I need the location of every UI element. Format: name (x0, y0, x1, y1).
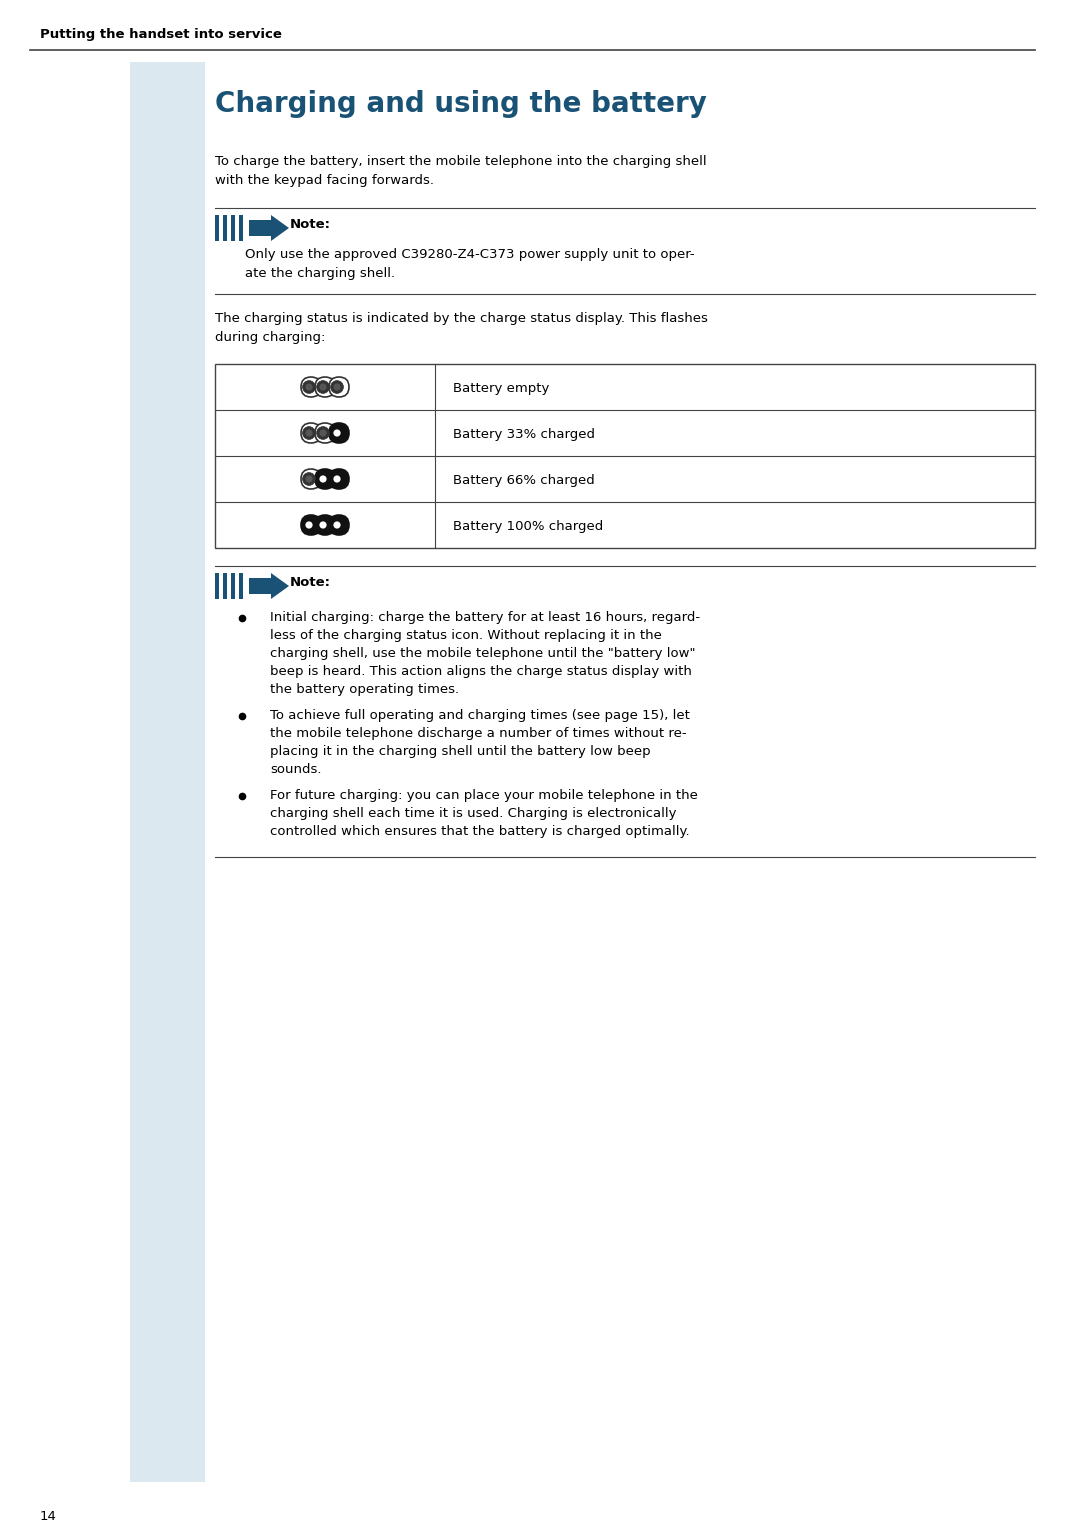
FancyBboxPatch shape (329, 469, 349, 489)
Circle shape (306, 521, 312, 529)
Bar (222, 573, 227, 599)
Circle shape (316, 518, 329, 532)
Text: Putting the handset into service: Putting the handset into service (40, 28, 282, 41)
FancyBboxPatch shape (301, 424, 321, 443)
Circle shape (320, 521, 326, 529)
Text: ate the charging shell.: ate the charging shell. (245, 268, 395, 280)
FancyBboxPatch shape (329, 424, 349, 443)
FancyBboxPatch shape (329, 515, 349, 535)
Text: Only use the approved C39280-Z4-C373 power supply unit to oper-: Only use the approved C39280-Z4-C373 pow… (245, 248, 694, 261)
Text: placing it in the charging shell until the battery low beep: placing it in the charging shell until t… (270, 745, 650, 758)
Bar (239, 216, 243, 242)
FancyBboxPatch shape (301, 378, 321, 398)
Circle shape (316, 427, 329, 439)
Text: the mobile telephone discharge a number of times without re-: the mobile telephone discharge a number … (270, 726, 687, 740)
FancyBboxPatch shape (315, 515, 335, 535)
Bar (239, 573, 243, 599)
Text: the battery operating times.: the battery operating times. (270, 683, 459, 696)
Bar (215, 573, 219, 599)
Text: Note:: Note: (291, 219, 330, 231)
Circle shape (330, 472, 343, 485)
Circle shape (302, 381, 315, 393)
Circle shape (302, 472, 315, 485)
Circle shape (316, 472, 329, 485)
Bar (130, 63, 205, 1482)
FancyBboxPatch shape (315, 424, 335, 443)
Text: The charging status is indicated by the charge status display. This flashes: The charging status is indicated by the … (215, 312, 707, 326)
Circle shape (302, 518, 315, 532)
Text: Initial charging: charge the battery for at least 16 hours, regard-: Initial charging: charge the battery for… (270, 612, 700, 624)
Bar (222, 216, 227, 242)
Circle shape (306, 430, 312, 437)
Text: Battery 100% charged: Battery 100% charged (453, 520, 604, 534)
Circle shape (320, 430, 326, 437)
Text: beep is heard. This action aligns the charge status display with: beep is heard. This action aligns the ch… (270, 665, 692, 677)
Polygon shape (271, 573, 289, 599)
Circle shape (334, 476, 340, 483)
FancyBboxPatch shape (301, 515, 321, 535)
Circle shape (302, 427, 315, 439)
Text: For future charging: you can place your mobile telephone in the: For future charging: you can place your … (270, 789, 698, 803)
Text: during charging:: during charging: (215, 330, 325, 344)
Text: Battery 33% charged: Battery 33% charged (453, 428, 595, 440)
Circle shape (334, 384, 340, 390)
Text: To charge the battery, insert the mobile telephone into the charging shell: To charge the battery, insert the mobile… (215, 154, 706, 168)
Polygon shape (271, 216, 289, 242)
Circle shape (306, 384, 312, 390)
Bar (231, 573, 235, 599)
FancyBboxPatch shape (315, 378, 335, 398)
Text: sounds.: sounds. (270, 763, 322, 777)
Text: Battery 66% charged: Battery 66% charged (453, 474, 595, 488)
Bar (249, 220, 271, 235)
Text: controlled which ensures that the battery is charged optimally.: controlled which ensures that the batter… (270, 826, 690, 838)
Bar (249, 578, 271, 593)
Circle shape (306, 476, 312, 483)
Circle shape (330, 427, 343, 439)
Bar (215, 364, 1035, 547)
Text: Charging and using the battery: Charging and using the battery (215, 90, 707, 118)
FancyBboxPatch shape (315, 469, 335, 489)
Text: To achieve full operating and charging times (see page 15), let: To achieve full operating and charging t… (270, 709, 690, 722)
Text: charging shell, use the mobile telephone until the "battery low": charging shell, use the mobile telephone… (270, 647, 696, 661)
Circle shape (316, 381, 329, 393)
FancyBboxPatch shape (301, 469, 321, 489)
Bar (215, 216, 219, 242)
Text: Note:: Note: (291, 576, 330, 589)
Text: charging shell each time it is used. Charging is electronically: charging shell each time it is used. Cha… (270, 807, 676, 820)
Circle shape (320, 476, 326, 483)
Circle shape (334, 430, 340, 437)
Circle shape (320, 384, 326, 390)
Circle shape (330, 518, 343, 532)
Circle shape (334, 521, 340, 529)
Text: Battery empty: Battery empty (453, 382, 550, 394)
Circle shape (330, 381, 343, 393)
Bar (231, 216, 235, 242)
Text: 14: 14 (40, 1511, 57, 1523)
FancyBboxPatch shape (329, 378, 349, 398)
Text: with the keypad facing forwards.: with the keypad facing forwards. (215, 174, 434, 187)
Text: less of the charging status icon. Without replacing it in the: less of the charging status icon. Withou… (270, 628, 662, 642)
